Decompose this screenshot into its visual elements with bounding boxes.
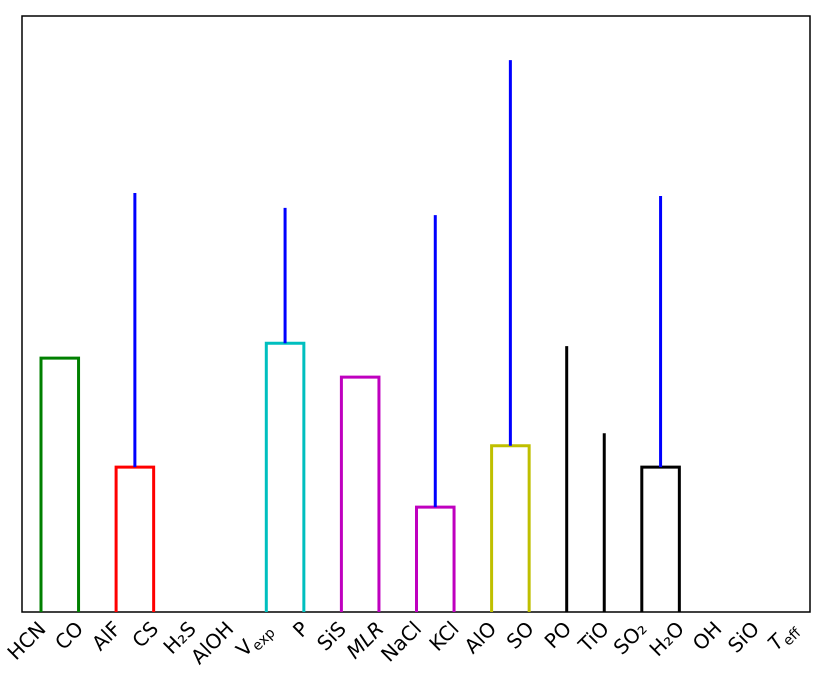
link [415,505,456,612]
leaf-label-text: H₂O [644,617,688,661]
leaf-label-text: SO [502,617,539,654]
link [264,341,306,612]
link [640,465,681,612]
leaf-label: NaCl [376,617,426,667]
leaf-label-text: CS [127,617,163,653]
leaf-label-text: NaCl [376,617,426,667]
leaf-label: Vexp [231,616,279,664]
leaf-label: CS [127,617,163,653]
leaf-label: AlOH [186,617,238,669]
leaf-label: AlF [87,617,126,656]
link [39,356,81,612]
leaf-label-text: AlF [87,617,126,656]
leaf-label: PO [540,617,577,654]
leaf-label: CO [50,617,88,655]
leaf-label: H₂O [644,617,688,661]
leaf-label-text: KCl [424,617,463,656]
leaf-label: OH [688,617,727,656]
leaf-label: HCN [2,617,50,665]
leaf-label: SO₂ [609,617,652,660]
leaf-label-text: SO₂ [609,617,652,660]
link [339,375,381,612]
leaf-label-text: TiO [573,617,614,658]
leaf-label-text: HCN [2,617,50,665]
leaf-label: P [288,617,314,643]
leaf-label-text: PO [540,617,577,654]
leaf-label-text: P [288,617,314,643]
leaf-label-text: AlO [459,617,501,659]
leaf-label: SO [502,617,539,654]
leaf-label-text: SiO [723,617,764,658]
leaf-label-text: OH [688,617,727,656]
link [114,465,156,612]
leaf-label: SiO [723,617,764,658]
leaf-label-text: AlOH [186,617,238,669]
leaf-label: KCl [424,617,463,656]
link [490,444,531,612]
leaf-label: TiO [573,617,614,658]
leaf-label: Teff [763,616,805,658]
leaf-label-text: CO [50,617,88,655]
leaf-label: AlO [459,617,501,659]
